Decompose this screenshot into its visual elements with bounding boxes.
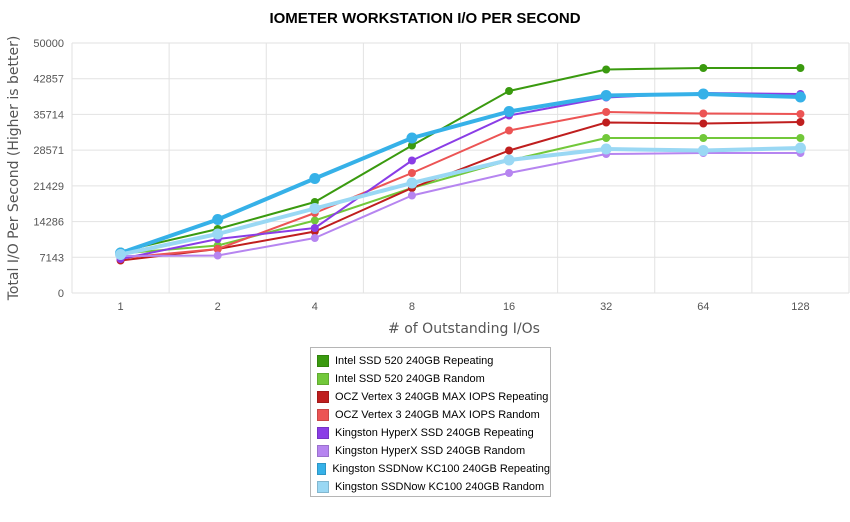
series-line [120,111,801,259]
series-line [119,92,801,255]
data-point[interactable] [406,177,418,189]
legend-swatch [317,391,329,403]
legend-swatch [317,427,329,439]
data-point[interactable] [407,141,416,150]
y-tick-label: 0 [58,288,64,300]
series-line [120,146,801,257]
legend-swatch [317,481,329,493]
x-tick-label: 128 [791,301,809,313]
data-point[interactable] [213,251,222,260]
legend-item[interactable]: OCZ Vertex 3 240GB MAX IOPS Random [317,406,550,424]
data-point[interactable] [602,118,611,127]
x-axis-ticks: 1 2 4 8 16 32 64 128 [118,301,810,313]
x-tick-label: 32 [600,301,612,313]
legend-swatch [317,463,327,475]
legend-item[interactable]: Kingston SSDNow KC100 240GB Random [317,478,550,496]
line-chart: 0 7143 14286 21429 28571 35714 42857 50000 1 2 4 8… [6,36,850,337]
legend-item[interactable]: Kingston SSDNow KC100 240GB Repeating [317,460,550,478]
series-7 [115,88,806,259]
legend-item[interactable]: Kingston HyperX SSD 240GB Repeating [317,424,550,442]
y-tick-label: 35714 [33,109,64,121]
data-point[interactable] [503,154,515,166]
data-point[interactable] [699,64,708,72]
x-tick-label: 1 [118,301,124,313]
data-point[interactable] [697,88,709,100]
data-point[interactable] [407,156,416,165]
data-point[interactable] [503,106,515,117]
legend-label: Intel SSD 520 240GB Random [335,373,485,385]
data-point[interactable] [699,119,708,128]
series-group [115,64,806,265]
data-point[interactable] [796,118,805,126]
data-point[interactable] [310,216,319,225]
data-point[interactable] [212,214,224,225]
data-point[interactable] [309,203,321,214]
legend-label: OCZ Vertex 3 240GB MAX IOPS Repeating [335,391,549,403]
x-tick-label: 64 [697,301,709,313]
data-point[interactable] [600,143,612,155]
data-point[interactable] [796,134,805,142]
data-point[interactable] [505,126,514,135]
data-point[interactable] [794,142,806,154]
data-point[interactable] [602,65,611,74]
legend-label: Kingston HyperX SSD 240GB Repeating [335,427,534,439]
series-line [120,137,801,255]
y-tick-label: 50000 [33,38,64,50]
data-point[interactable] [602,108,611,116]
legend-item[interactable]: Intel SSD 520 240GB Random [317,370,550,388]
legend-swatch [317,373,329,385]
legend-item[interactable]: Kingston HyperX SSD 240GB Random [317,442,550,460]
data-point[interactable] [309,173,321,184]
legend-item[interactable]: OCZ Vertex 3 240GB MAX IOPS Repeating [317,388,550,406]
data-point[interactable] [699,134,708,142]
x-axis-label: # of Outstanding I/Os [388,321,540,337]
y-axis-label: Total I/O Per Second (Higher is better) [6,36,22,302]
legend-swatch [317,355,329,367]
legend-label: Kingston SSDNow KC100 240GB Repeating [332,463,550,475]
y-tick-label: 42857 [33,74,64,86]
data-point[interactable] [505,169,514,177]
data-point[interactable] [407,169,416,177]
data-point[interactable] [699,109,708,118]
data-point[interactable] [600,90,612,101]
data-point[interactable] [310,224,319,232]
y-tick-label: 7143 [40,252,64,264]
legend-swatch [317,445,329,457]
legend-label: OCZ Vertex 3 240GB MAX IOPS Random [335,409,540,421]
data-point[interactable] [794,91,806,103]
legend-item[interactable]: Intel SSD 520 240GB Repeating [317,352,550,370]
x-tick-label: 4 [312,301,318,313]
data-point[interactable] [796,110,805,118]
data-point[interactable] [697,145,709,156]
x-tick-label: 16 [503,301,515,313]
data-point[interactable] [505,87,514,95]
y-tick-label: 14286 [33,217,64,229]
data-point[interactable] [213,245,222,253]
legend: Intel SSD 520 240GB Repeating Intel SSD 5… [310,347,551,497]
y-axis-ticks: 0 7143 14286 21429 28571 35714 42857 50000 [33,38,64,300]
grid-lines [71,42,850,294]
series-line [120,152,801,257]
data-point[interactable] [407,191,416,200]
chart-title: IOMETER WORKSTATION I/O PER SECOND [269,10,581,27]
y-tick-label: 28571 [33,145,64,157]
legend-label: Kingston HyperX SSD 240GB Random [335,445,526,457]
data-point[interactable] [212,228,224,240]
series-8 [115,142,806,260]
data-point[interactable] [505,146,514,155]
data-point[interactable] [602,134,611,142]
series-line [120,67,801,253]
data-point[interactable] [796,64,805,72]
series-line [120,121,801,262]
legend-label: Intel SSD 520 240GB Repeating [335,355,494,367]
y-tick-label: 21429 [33,181,64,193]
data-point[interactable] [115,249,127,260]
x-tick-label: 2 [215,301,221,313]
data-point[interactable] [310,234,319,242]
data-point[interactable] [406,132,418,144]
legend-swatch [317,409,329,421]
legend-label: Kingston SSDNow KC100 240GB Random [335,481,545,493]
x-tick-label: 8 [409,301,415,313]
